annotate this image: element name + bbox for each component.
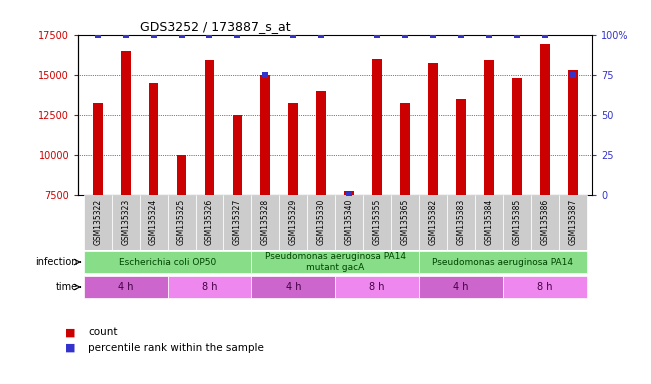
Bar [307,195,335,250]
Bar [503,195,531,250]
Bar [93,103,103,314]
Point [456,31,466,38]
Text: GSM135340: GSM135340 [345,199,353,245]
Bar [475,195,503,250]
Bar [148,83,158,314]
Bar [195,195,223,250]
Bar [484,60,494,314]
Bar [260,74,270,314]
Point [204,31,215,38]
Bar [84,276,167,298]
Text: 8 h: 8 h [202,282,217,292]
Text: GSM135326: GSM135326 [205,199,214,245]
Point [120,31,131,38]
Bar [372,58,382,314]
Text: count: count [88,327,117,337]
Bar [232,114,242,314]
Text: ■: ■ [65,343,76,353]
Bar [279,195,307,250]
Bar [139,195,167,250]
Text: GSM135365: GSM135365 [400,199,409,245]
Point [568,71,578,78]
Bar [559,195,587,250]
Bar [120,51,131,314]
Text: GSM135322: GSM135322 [93,199,102,245]
Text: GSM135387: GSM135387 [568,199,577,245]
Text: GSM135382: GSM135382 [428,199,437,245]
Bar [335,195,363,250]
Text: GDS3252 / 173887_s_at: GDS3252 / 173887_s_at [140,20,290,33]
Text: GSM135330: GSM135330 [317,199,326,245]
Bar [447,195,475,250]
Bar [419,195,447,250]
Text: 8 h: 8 h [369,282,385,292]
Text: GSM135328: GSM135328 [261,199,270,245]
Bar [335,276,419,298]
Point [344,192,354,198]
Bar [176,154,186,314]
Bar [456,99,466,314]
Bar [204,60,214,314]
Bar [512,78,522,314]
Bar [568,70,577,314]
Point [288,31,299,38]
Text: ■: ■ [65,327,76,337]
Text: time: time [55,282,77,292]
Bar [419,276,503,298]
Text: 4 h: 4 h [118,282,133,292]
Text: 4 h: 4 h [453,282,469,292]
Bar [363,195,391,250]
Point [400,31,410,38]
Bar [84,195,112,250]
Bar [531,195,559,250]
Bar [167,195,195,250]
Text: GSM135383: GSM135383 [456,199,465,245]
Point [484,31,494,38]
Bar [223,195,251,250]
Bar [251,276,335,298]
Text: GSM135386: GSM135386 [540,199,549,245]
Text: GSM135384: GSM135384 [484,199,493,245]
Point [428,31,438,38]
Point [232,31,243,38]
Text: percentile rank within the sample: percentile rank within the sample [88,343,264,353]
Bar [251,195,279,250]
Text: GSM135323: GSM135323 [121,199,130,245]
Bar [344,191,354,314]
Bar [428,63,438,314]
Point [260,71,271,78]
Text: Pseudomonas aeruginosa PA14
mutant gacA: Pseudomonas aeruginosa PA14 mutant gacA [265,252,406,272]
Point [176,31,187,38]
Text: Pseudomonas aeruginosa PA14: Pseudomonas aeruginosa PA14 [432,258,574,266]
Text: Escherichia coli OP50: Escherichia coli OP50 [119,258,216,266]
Bar [540,44,550,314]
Text: infection: infection [35,257,77,267]
Text: GSM135385: GSM135385 [512,199,521,245]
Text: 4 h: 4 h [286,282,301,292]
Text: 8 h: 8 h [537,282,553,292]
Text: GSM135327: GSM135327 [233,199,242,245]
Point [316,31,327,38]
Bar [419,251,587,273]
Point [92,31,103,38]
Text: GSM135325: GSM135325 [177,199,186,245]
Point [512,31,522,38]
Text: GSM135324: GSM135324 [149,199,158,245]
Point [372,31,382,38]
Bar [400,103,410,314]
Text: GSM135355: GSM135355 [372,199,381,245]
Bar [288,103,298,314]
Point [148,31,159,38]
Text: GSM135329: GSM135329 [289,199,298,245]
Bar [112,195,139,250]
Bar [167,276,251,298]
Bar [84,251,251,273]
Bar [503,276,587,298]
Point [540,31,550,38]
Bar [316,91,326,314]
Bar [251,251,419,273]
Bar [391,195,419,250]
